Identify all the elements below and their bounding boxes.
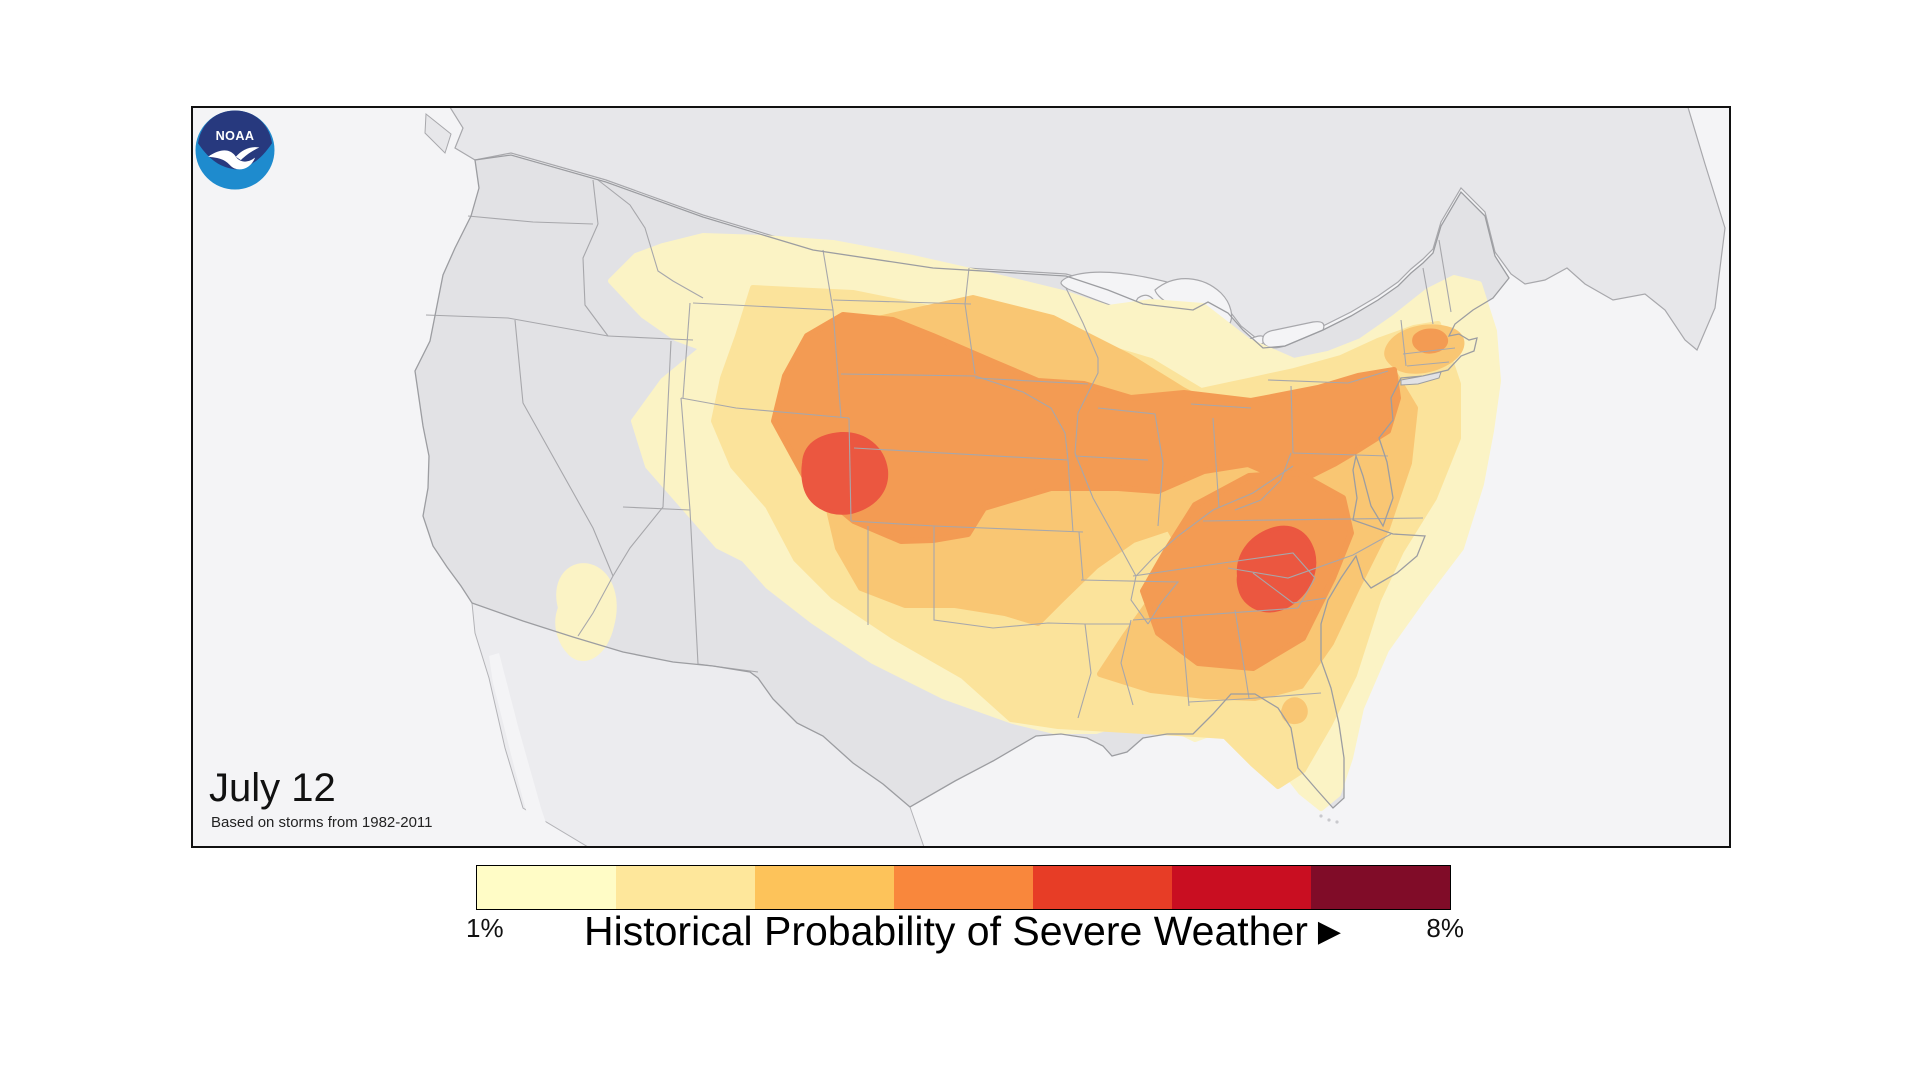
legend-title-text: Historical Probability of Severe Weather [584, 908, 1308, 954]
colorbar-segment [1311, 866, 1450, 909]
probability-colorbar [476, 865, 1451, 910]
colorbar-segment [755, 866, 894, 909]
contour-level-5-georgia-hotspot [1236, 525, 1317, 613]
probability-contours [555, 233, 1501, 811]
noaa-logo-text: NOAA [216, 129, 255, 143]
us-probability-map [193, 108, 1729, 846]
legend-max-label: 8% [1426, 913, 1464, 943]
long-island [1400, 371, 1442, 386]
contour-level-3-florida-blob [1281, 697, 1308, 725]
contour-level-4-new-england-blob [1412, 328, 1449, 354]
noaa-logo-icon: NOAA [195, 110, 275, 190]
us-outline [414, 154, 1510, 809]
contour-level-1-arizona-blob [555, 563, 617, 661]
colorbar-segment [1033, 866, 1172, 909]
colorbar-segment [1172, 866, 1311, 909]
map-panel: July 12 Based on storms from 1982-2011 N… [191, 106, 1731, 848]
florida-keys [1319, 814, 1339, 824]
vancouver-island [424, 113, 452, 154]
date-label: July 12 [209, 766, 336, 810]
noaa-logo-gull-icon [208, 150, 256, 170]
colorbar-segment [477, 866, 616, 909]
gulf-of-california [489, 653, 554, 846]
play-arrow-icon: ▶ [1317, 915, 1341, 948]
noaa-logo-gull-wing [235, 147, 260, 161]
colorbar-segment [616, 866, 755, 909]
state-borders [425, 179, 1456, 719]
legend-min-label: 1% [466, 913, 504, 943]
attribution-label: Based on storms from 1982-2011 [211, 814, 433, 831]
contour-level-5-colorado-hotspot [801, 431, 889, 515]
colorbar-segment [894, 866, 1033, 909]
legend-title: Historical Probability of Severe Weather… [460, 908, 1465, 955]
